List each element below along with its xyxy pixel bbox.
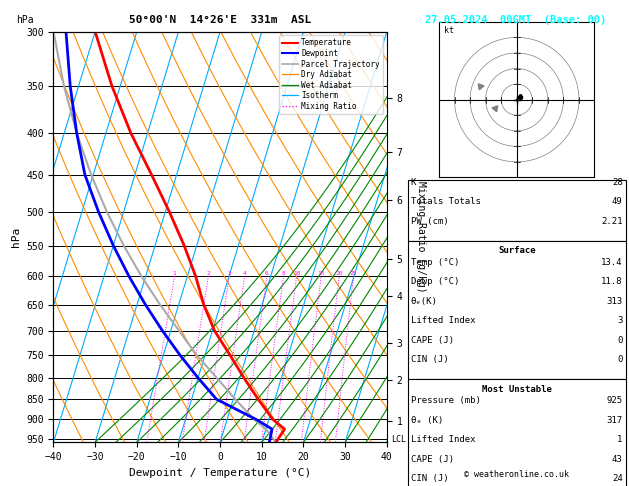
Text: 8: 8	[282, 271, 286, 277]
Text: Temp (°C): Temp (°C)	[411, 258, 459, 267]
Y-axis label: hPa: hPa	[11, 227, 21, 247]
Text: 3: 3	[227, 271, 231, 277]
Text: 20: 20	[335, 271, 343, 277]
Text: 0: 0	[617, 336, 623, 345]
Text: CIN (J): CIN (J)	[411, 355, 448, 364]
Text: 2.21: 2.21	[601, 217, 623, 226]
Text: 43: 43	[612, 455, 623, 464]
Text: 1: 1	[617, 435, 623, 444]
Y-axis label: km
ASL: km ASL	[410, 226, 428, 248]
Legend: Temperature, Dewpoint, Parcel Trajectory, Dry Adiabat, Wet Adiabat, Isotherm, Mi: Temperature, Dewpoint, Parcel Trajectory…	[279, 35, 383, 114]
Text: 313: 313	[606, 297, 623, 306]
Text: hPa: hPa	[16, 15, 33, 25]
Text: CAPE (J): CAPE (J)	[411, 455, 454, 464]
Text: θₑ(K): θₑ(K)	[411, 297, 438, 306]
Text: Dewp (°C): Dewp (°C)	[411, 278, 459, 286]
Text: LCL: LCL	[391, 435, 406, 444]
Text: 27.05.2024  00GMT  (Base: 00): 27.05.2024 00GMT (Base: 00)	[425, 15, 606, 25]
Text: Surface: Surface	[498, 246, 535, 255]
Text: 1: 1	[173, 271, 177, 277]
Text: CIN (J): CIN (J)	[411, 474, 448, 483]
Text: Lifted Index: Lifted Index	[411, 435, 476, 444]
Text: 50°00'N  14°26'E  331m  ASL: 50°00'N 14°26'E 331m ASL	[129, 15, 311, 25]
Text: 28: 28	[612, 178, 623, 187]
Text: 49: 49	[612, 197, 623, 206]
Text: Lifted Index: Lifted Index	[411, 316, 476, 325]
Text: © weatheronline.co.uk: © weatheronline.co.uk	[464, 469, 569, 479]
Text: Most Unstable: Most Unstable	[482, 385, 552, 394]
Text: 3: 3	[617, 316, 623, 325]
Text: PW (cm): PW (cm)	[411, 217, 448, 226]
Text: Pressure (mb): Pressure (mb)	[411, 397, 481, 405]
Text: Mixing Ratio (g/kg): Mixing Ratio (g/kg)	[416, 181, 426, 293]
Text: 24: 24	[612, 474, 623, 483]
Text: θₑ (K): θₑ (K)	[411, 416, 443, 425]
Text: kt: kt	[443, 26, 454, 35]
Text: 317: 317	[606, 416, 623, 425]
Text: 6: 6	[265, 271, 269, 277]
Text: 13.4: 13.4	[601, 258, 623, 267]
Text: 25: 25	[350, 271, 357, 277]
Text: 10: 10	[293, 271, 301, 277]
Text: Totals Totals: Totals Totals	[411, 197, 481, 206]
Text: 0: 0	[617, 355, 623, 364]
X-axis label: Dewpoint / Temperature (°C): Dewpoint / Temperature (°C)	[129, 468, 311, 478]
Text: 2: 2	[206, 271, 210, 277]
Text: 925: 925	[606, 397, 623, 405]
Text: K: K	[411, 178, 416, 187]
Text: 11.8: 11.8	[601, 278, 623, 286]
Text: 15: 15	[318, 271, 325, 277]
Text: CAPE (J): CAPE (J)	[411, 336, 454, 345]
Text: 4: 4	[243, 271, 247, 277]
